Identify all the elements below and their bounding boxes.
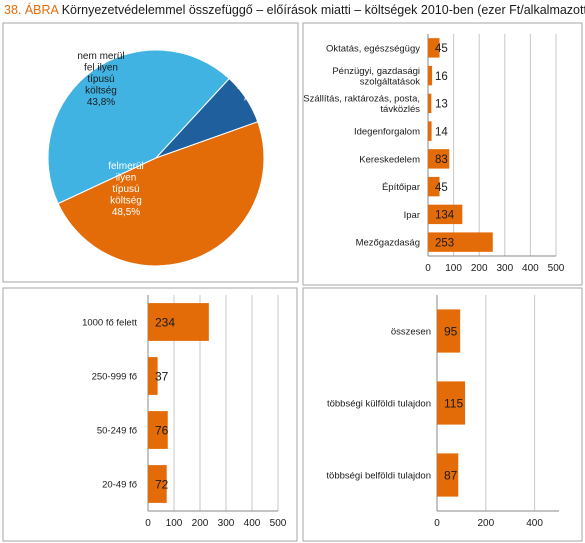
sector-category-label: Mezőgazdaság [356,238,420,249]
pie-slice [47,49,230,205]
sector-category-label: Kereskedelem [359,154,420,165]
sector-category-label: Ipar [404,210,420,221]
size-category-label: 250-999 fő [92,372,137,383]
sector-data-label: 45 [435,43,448,55]
sector-data-label: 14 [435,126,448,138]
sector-data-label: 13 [435,99,448,111]
size-bar [148,303,209,341]
sector-bar [428,93,432,114]
size-category-label: 20-49 fő [102,480,137,491]
sector-bar [428,204,463,225]
owner-category-label: többségi belföldi tulajdon [326,471,431,482]
figure-title-text: Környezetvédelemmel összefüggő – előírás… [61,3,585,17]
sector-bar [428,176,440,197]
pie-slice-label: felmerül ilyen típusú költség 48,5% [108,161,144,218]
owner-category-label: többségi külföldi tulajdon [327,399,431,410]
sector-bar [428,121,432,141]
size-bar [148,411,168,449]
pie-slice [57,121,265,267]
size-data-label: 234 [155,315,175,329]
owner-bar [437,309,461,353]
pie-slice-label: nem merül fel ilyen típusú költség 43,8% [77,51,124,108]
size-tick-label: 500 [270,518,287,529]
sector-data-label: 253 [435,237,454,249]
sector-bar [428,38,440,58]
owner-data-label: 95 [444,324,458,338]
sector-tick-label: 200 [471,263,488,274]
sector-category-label: Oktatás, egészségügy [326,43,420,54]
sector-bar [428,232,493,252]
size-category-label: 1000 fő felett [82,318,137,329]
owner-tick-label: 400 [526,518,543,529]
sector-tick-label: 300 [496,263,513,274]
size-tick-label: 300 [218,518,235,529]
owner-data-label: 87 [444,468,458,482]
sector-tick-label: 100 [445,263,462,274]
size-bar [148,357,158,395]
size-data-label: 76 [155,423,169,437]
size-tick-label: 0 [145,518,151,529]
figure-number: 38. ÁBRA [4,3,59,17]
sector-category-label: Építőipar [382,182,420,193]
sector-bar-chart: 0 100 200 300 400 500 45 Oktatás, egészségügy 16… [302,22,583,286]
sector-category-label: Szállítás, raktározás, posta, távközlés [303,94,420,116]
sector-tick-label: 500 [548,263,565,274]
sector-tick-label: 0 [425,263,431,274]
sector-bar [428,65,433,86]
size-tick-label: 100 [166,518,183,529]
size-bar [148,465,167,503]
size-category-label: 50-249 fő [97,426,137,437]
owner-data-label: 115 [444,396,463,410]
sector-category-label: Pénzügyi, gazdasági szolgáltatások [332,66,420,88]
pie-slice-label: nem tudja / nem válaszol 7,7% [232,58,276,104]
owner-tick-label: 0 [434,518,440,529]
sector-data-label: 16 [435,71,448,83]
size-tick-label: 400 [244,518,261,529]
sector-data-label: 134 [435,210,455,222]
pie-chart: nem merül fel ilyen típusú költség 43,8% nem … [2,22,299,283]
company-size-bar-chart: 0 100 200 300 400 500 234 1000 fő felett 37 250-9… [2,287,298,542]
sector-data-label: 45 [435,182,448,194]
owner-category-label: összesen [391,327,431,338]
sector-tick-label: 400 [522,263,539,274]
owner-tick-label: 200 [477,518,494,529]
owner-bar [437,453,459,497]
sector-bar [428,149,450,169]
figure-title: 38. ÁBRA Környezetvédelemmel összefüggő … [4,3,585,21]
size-tick-label: 200 [192,518,209,529]
size-data-label: 37 [155,369,169,383]
size-data-label: 72 [155,477,169,491]
ownership-bar-chart: 0 200 400 95 összesen 115 többségi külföldi tu… [302,287,583,542]
owner-bar [437,381,466,425]
sector-category-label: Idegenforgalom [354,127,420,138]
sector-data-label: 83 [435,154,448,166]
